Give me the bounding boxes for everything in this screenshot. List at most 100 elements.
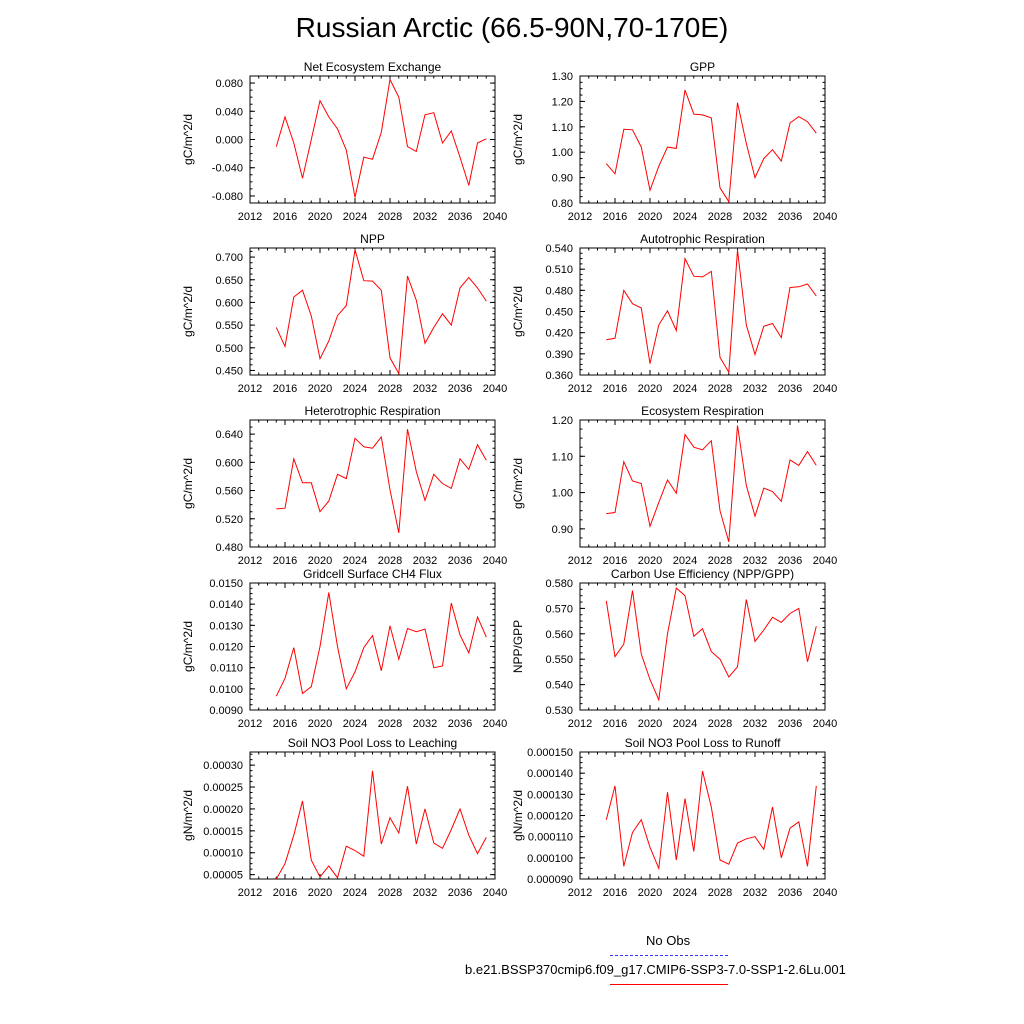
y-tick-label: 0.580	[545, 578, 573, 590]
chart-title: Soil NO3 Pool Loss to Runoff	[625, 736, 782, 750]
y-tick-label: 0.80	[552, 198, 573, 210]
y-tick-label: 0.0120	[209, 642, 243, 654]
x-tick-label: 2012	[568, 211, 592, 223]
y-tick-label: 1.30	[552, 71, 573, 83]
chart-title: Heterotrophic Respiration	[304, 404, 440, 418]
x-tick-label: 2012	[568, 718, 592, 730]
y-tick-label: 0.000120	[527, 811, 573, 823]
x-tick-label: 2016	[273, 718, 297, 730]
x-tick-label: 2028	[708, 555, 732, 567]
x-tick-label: 2012	[238, 383, 262, 395]
chart-soil-no3-pool-loss-to-leaching: Soil NO3 Pool Loss to Leaching gN/m^2/d 20…	[181, 736, 507, 899]
x-tick-label: 2016	[603, 887, 627, 899]
y-tick-label: 1.20	[552, 96, 573, 108]
series-line	[606, 250, 817, 374]
x-tick-label: 2032	[413, 887, 437, 899]
y-tick-label: 0.640	[215, 429, 243, 441]
series-line	[275, 592, 487, 697]
x-tick-label: 2032	[743, 718, 767, 730]
y-tick-label: 0.000100	[527, 853, 573, 865]
x-tick-label: 2024	[343, 887, 367, 899]
x-tick-label: 2040	[483, 383, 507, 395]
x-tick-label: 2036	[448, 555, 472, 567]
y-axis-label: gC/m^2/d	[511, 286, 525, 337]
y-tick-label: 0.560	[215, 486, 243, 498]
x-tick-label: 2016	[603, 383, 627, 395]
y-tick-label: 0.540	[545, 680, 573, 692]
x-tick-label: 2016	[603, 555, 627, 567]
x-tick-label: 2032	[413, 718, 437, 730]
y-tick-label: -0.040	[212, 163, 243, 175]
page-title: Russian Arctic (66.5-90N,70-170E)	[295, 12, 729, 43]
x-tick-label: 2012	[238, 555, 262, 567]
y-tick-label: -0.080	[212, 191, 243, 203]
y-tick-label: 0.00005	[203, 870, 243, 882]
x-tick-label: 2016	[603, 211, 627, 223]
x-tick-label: 2028	[708, 211, 732, 223]
y-tick-label: 0.000150	[527, 747, 573, 759]
y-tick-label: 0.0110	[210, 663, 243, 675]
chart-title: NPP	[360, 232, 385, 246]
x-tick-label: 2024	[343, 555, 367, 567]
x-tick-label: 2036	[778, 718, 802, 730]
chart-gpp: GPP gC/m^2/d 2012 2016 2020 2024 2028 2032 2036 2…	[511, 60, 837, 223]
series-line	[275, 77, 487, 198]
x-tick-label: 2020	[308, 211, 332, 223]
x-tick-label: 2032	[413, 555, 437, 567]
x-tick-label: 2024	[673, 383, 697, 395]
plot-frame	[579, 247, 826, 376]
plot-frame	[579, 75, 826, 204]
chart-heterotrophic-respiration: Heterotrophic Respiration gC/m^2/d 2012 201…	[181, 404, 507, 567]
x-tick-label: 2040	[483, 555, 507, 567]
series-line	[605, 587, 817, 702]
y-tick-label: 0.0150	[209, 578, 243, 590]
x-tick-label: 2040	[813, 383, 837, 395]
y-tick-label: 0.550	[215, 320, 243, 332]
y-tick-label: 0.500	[215, 343, 243, 355]
x-tick-label: 2024	[673, 718, 697, 730]
y-tick-label: 0.000130	[527, 789, 573, 801]
plot-frame	[579, 582, 826, 711]
x-tick-label: 2028	[708, 887, 732, 899]
y-tick-label: 0.450	[545, 307, 573, 319]
x-tick-label: 2032	[743, 211, 767, 223]
x-tick-label: 2012	[568, 383, 592, 395]
plot-frame	[579, 419, 826, 548]
y-tick-label: 0.700	[215, 252, 243, 264]
x-tick-label: 2020	[308, 718, 332, 730]
y-tick-label: 0.650	[215, 275, 243, 287]
plot-frame	[249, 75, 496, 204]
x-tick-label: 2020	[638, 383, 662, 395]
y-tick-label: 1.10	[552, 122, 573, 134]
chart-title: Ecosystem Respiration	[641, 404, 764, 418]
series-line	[275, 249, 487, 376]
x-tick-label: 2036	[778, 887, 802, 899]
chart-gridcell-surface-ch4-flux: Gridcell Surface CH4 Flux gC/m^2/d 2012 201…	[181, 567, 507, 730]
x-tick-label: 2028	[708, 383, 732, 395]
y-tick-label: 0.600	[215, 457, 243, 469]
x-tick-label: 2040	[813, 887, 837, 899]
y-axis-label: gC/m^2/d	[511, 114, 525, 165]
y-tick-label: 0.000110	[528, 832, 573, 844]
x-tick-label: 2020	[638, 555, 662, 567]
x-tick-label: 2020	[308, 887, 332, 899]
series-line	[605, 770, 817, 871]
x-tick-label: 2028	[378, 555, 402, 567]
y-tick-label: 0.390	[545, 349, 573, 361]
y-tick-label: 0.00025	[203, 782, 243, 794]
x-tick-label: 2040	[483, 211, 507, 223]
y-tick-label: 0.0100	[209, 684, 243, 696]
chart-autotrophic-respiration: Autotrophic Respiration gC/m^2/d 2012 2016 2…	[511, 232, 837, 395]
x-tick-label: 2016	[603, 718, 627, 730]
chart-title: Carbon Use Efficiency (NPP/GPP)	[611, 567, 794, 581]
x-tick-label: 2032	[743, 383, 767, 395]
y-tick-label: 0.040	[215, 106, 243, 118]
x-tick-label: 2028	[378, 718, 402, 730]
x-tick-label: 2028	[708, 718, 732, 730]
x-tick-label: 2012	[568, 555, 592, 567]
chart-title: Soil NO3 Pool Loss to Leaching	[288, 736, 457, 750]
x-tick-label: 2012	[238, 718, 262, 730]
y-tick-label: 0.00015	[203, 826, 243, 838]
chart-net-ecosystem-exchange: Net Ecosystem Exchange gC/m^2/d 2012 2016 20…	[181, 60, 507, 223]
